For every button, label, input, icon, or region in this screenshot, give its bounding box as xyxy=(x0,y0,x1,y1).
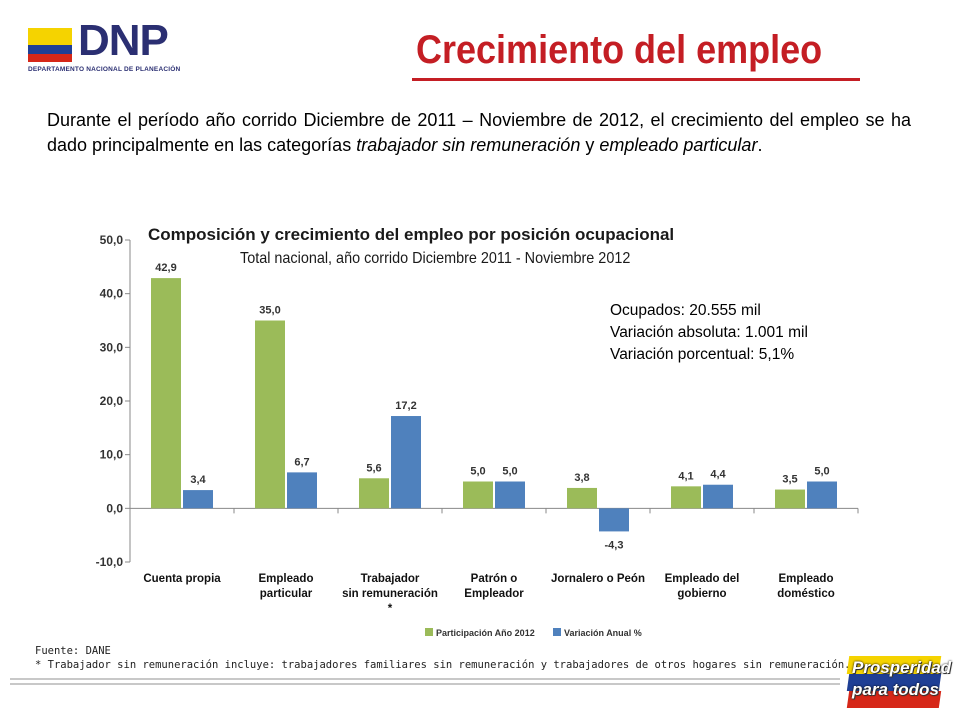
data-label: 5,6 xyxy=(366,462,381,474)
summary-variacion-porcentual: Variación porcentual: 5,1% xyxy=(610,346,795,363)
intro-text-2: y xyxy=(580,135,600,155)
bar-participacion xyxy=(255,320,285,509)
category-label: Patrón o xyxy=(471,573,518,585)
data-label: 5,0 xyxy=(470,466,485,478)
intro-text-3: . xyxy=(757,135,763,155)
intro-italic-1: trabajador sin remuneración xyxy=(356,135,581,155)
logo-subtitle: DEPARTAMENTO NACIONAL DE PLANEACIÓN xyxy=(28,66,181,73)
data-label: -4,3 xyxy=(605,539,624,551)
dnp-logo: DNP DEPARTAMENTO NACIONAL DE PLANEACIÓN xyxy=(28,16,208,73)
y-tick-label: 40,0 xyxy=(100,287,124,301)
bar-participacion xyxy=(671,486,701,509)
bar-participacion xyxy=(359,478,389,509)
prosperidad-badge: Prosperidad para todos xyxy=(846,656,951,708)
category-label: Cuenta propia xyxy=(143,573,221,585)
category-label: Empleado xyxy=(259,573,314,585)
bar-variacion xyxy=(599,508,629,532)
slide-title: Crecimiento del empleo xyxy=(416,28,823,72)
bar-variacion xyxy=(703,484,733,509)
intro-paragraph: Durante el período año corrido Diciembre… xyxy=(47,108,911,158)
category-label: Empleador xyxy=(464,588,524,600)
category-label: particular xyxy=(260,588,313,600)
footer-source: Fuente: DANE xyxy=(35,645,111,657)
legend-swatch xyxy=(425,628,433,636)
chart-subtitle: Total nacional, año corrido Diciembre 20… xyxy=(240,250,631,267)
data-label: 5,0 xyxy=(814,466,829,478)
y-tick-label: 50,0 xyxy=(100,233,124,247)
y-tick-label: 0,0 xyxy=(106,501,123,515)
chart-title: Composición y crecimiento del empleo por… xyxy=(148,225,675,244)
legend-swatch xyxy=(553,628,561,636)
legend-label: Variación Anual % xyxy=(564,628,642,638)
data-label: 4,4 xyxy=(710,469,726,481)
data-label: 4,1 xyxy=(678,470,693,482)
category-label: Jornalero o Peón xyxy=(551,573,645,585)
y-tick-label: 10,0 xyxy=(100,448,124,462)
data-label: 3,8 xyxy=(574,472,589,484)
category-label: Trabajador xyxy=(361,573,420,585)
bar-participacion xyxy=(463,481,493,509)
badge-line-2: para todos xyxy=(852,680,939,699)
category-label: * xyxy=(388,603,393,615)
summary-variacion-absoluta: Variación absoluta: 1.001 mil xyxy=(610,324,808,341)
intro-text-1: Durante el período año corrido Diciembre… xyxy=(47,110,911,155)
legend-label: Participación Año 2012 xyxy=(436,628,535,638)
employment-bar-chart: -10,0 0,0 10,0 20,0 30,0 40,0 50,0 42,9 3,4 Cuent… xyxy=(96,233,859,638)
bar-variacion xyxy=(183,490,213,509)
data-label: 5,0 xyxy=(502,466,517,478)
category-label: doméstico xyxy=(777,588,835,600)
bar-variacion xyxy=(495,481,525,509)
bar-participacion xyxy=(775,489,805,509)
data-label: 17,2 xyxy=(395,400,416,412)
bar-variacion xyxy=(287,472,317,509)
category-label: Empleado del xyxy=(665,573,740,585)
badge-line-1: Prosperidad xyxy=(852,658,952,677)
title-underline xyxy=(412,78,860,81)
logo-text: DNP xyxy=(78,16,169,65)
y-tick-label: 30,0 xyxy=(100,340,124,354)
bar-variacion xyxy=(391,416,421,509)
data-label: 6,7 xyxy=(294,456,309,468)
category-label: sin remuneración xyxy=(342,588,438,600)
bar-participacion xyxy=(151,278,181,509)
data-label: 3,4 xyxy=(190,474,206,486)
y-tick-label: 20,0 xyxy=(100,394,124,408)
data-label: 35,0 xyxy=(259,305,280,317)
category-label: gobierno xyxy=(677,588,726,600)
footer: Fuente: DANE * Trabajador sin remuneraci… xyxy=(35,644,850,672)
colombia-flag-icon xyxy=(28,28,72,62)
data-label: 42,9 xyxy=(155,262,176,274)
summary-ocupados: Ocupados: 20.555 mil xyxy=(610,302,761,319)
bar-variacion xyxy=(807,481,837,509)
footer-divider xyxy=(10,678,840,680)
bar-participacion xyxy=(567,487,597,509)
y-tick-label: -10,0 xyxy=(96,555,124,569)
intro-italic-2: empleado particular xyxy=(599,135,758,155)
footer-note: * Trabajador sin remuneración incluye: t… xyxy=(35,659,851,671)
data-label: 3,5 xyxy=(782,474,797,486)
footer-divider-2 xyxy=(10,683,840,685)
employment-summary: Ocupados: 20.555 mil Variación absoluta:… xyxy=(610,300,808,366)
category-label: Empleado xyxy=(779,573,834,585)
